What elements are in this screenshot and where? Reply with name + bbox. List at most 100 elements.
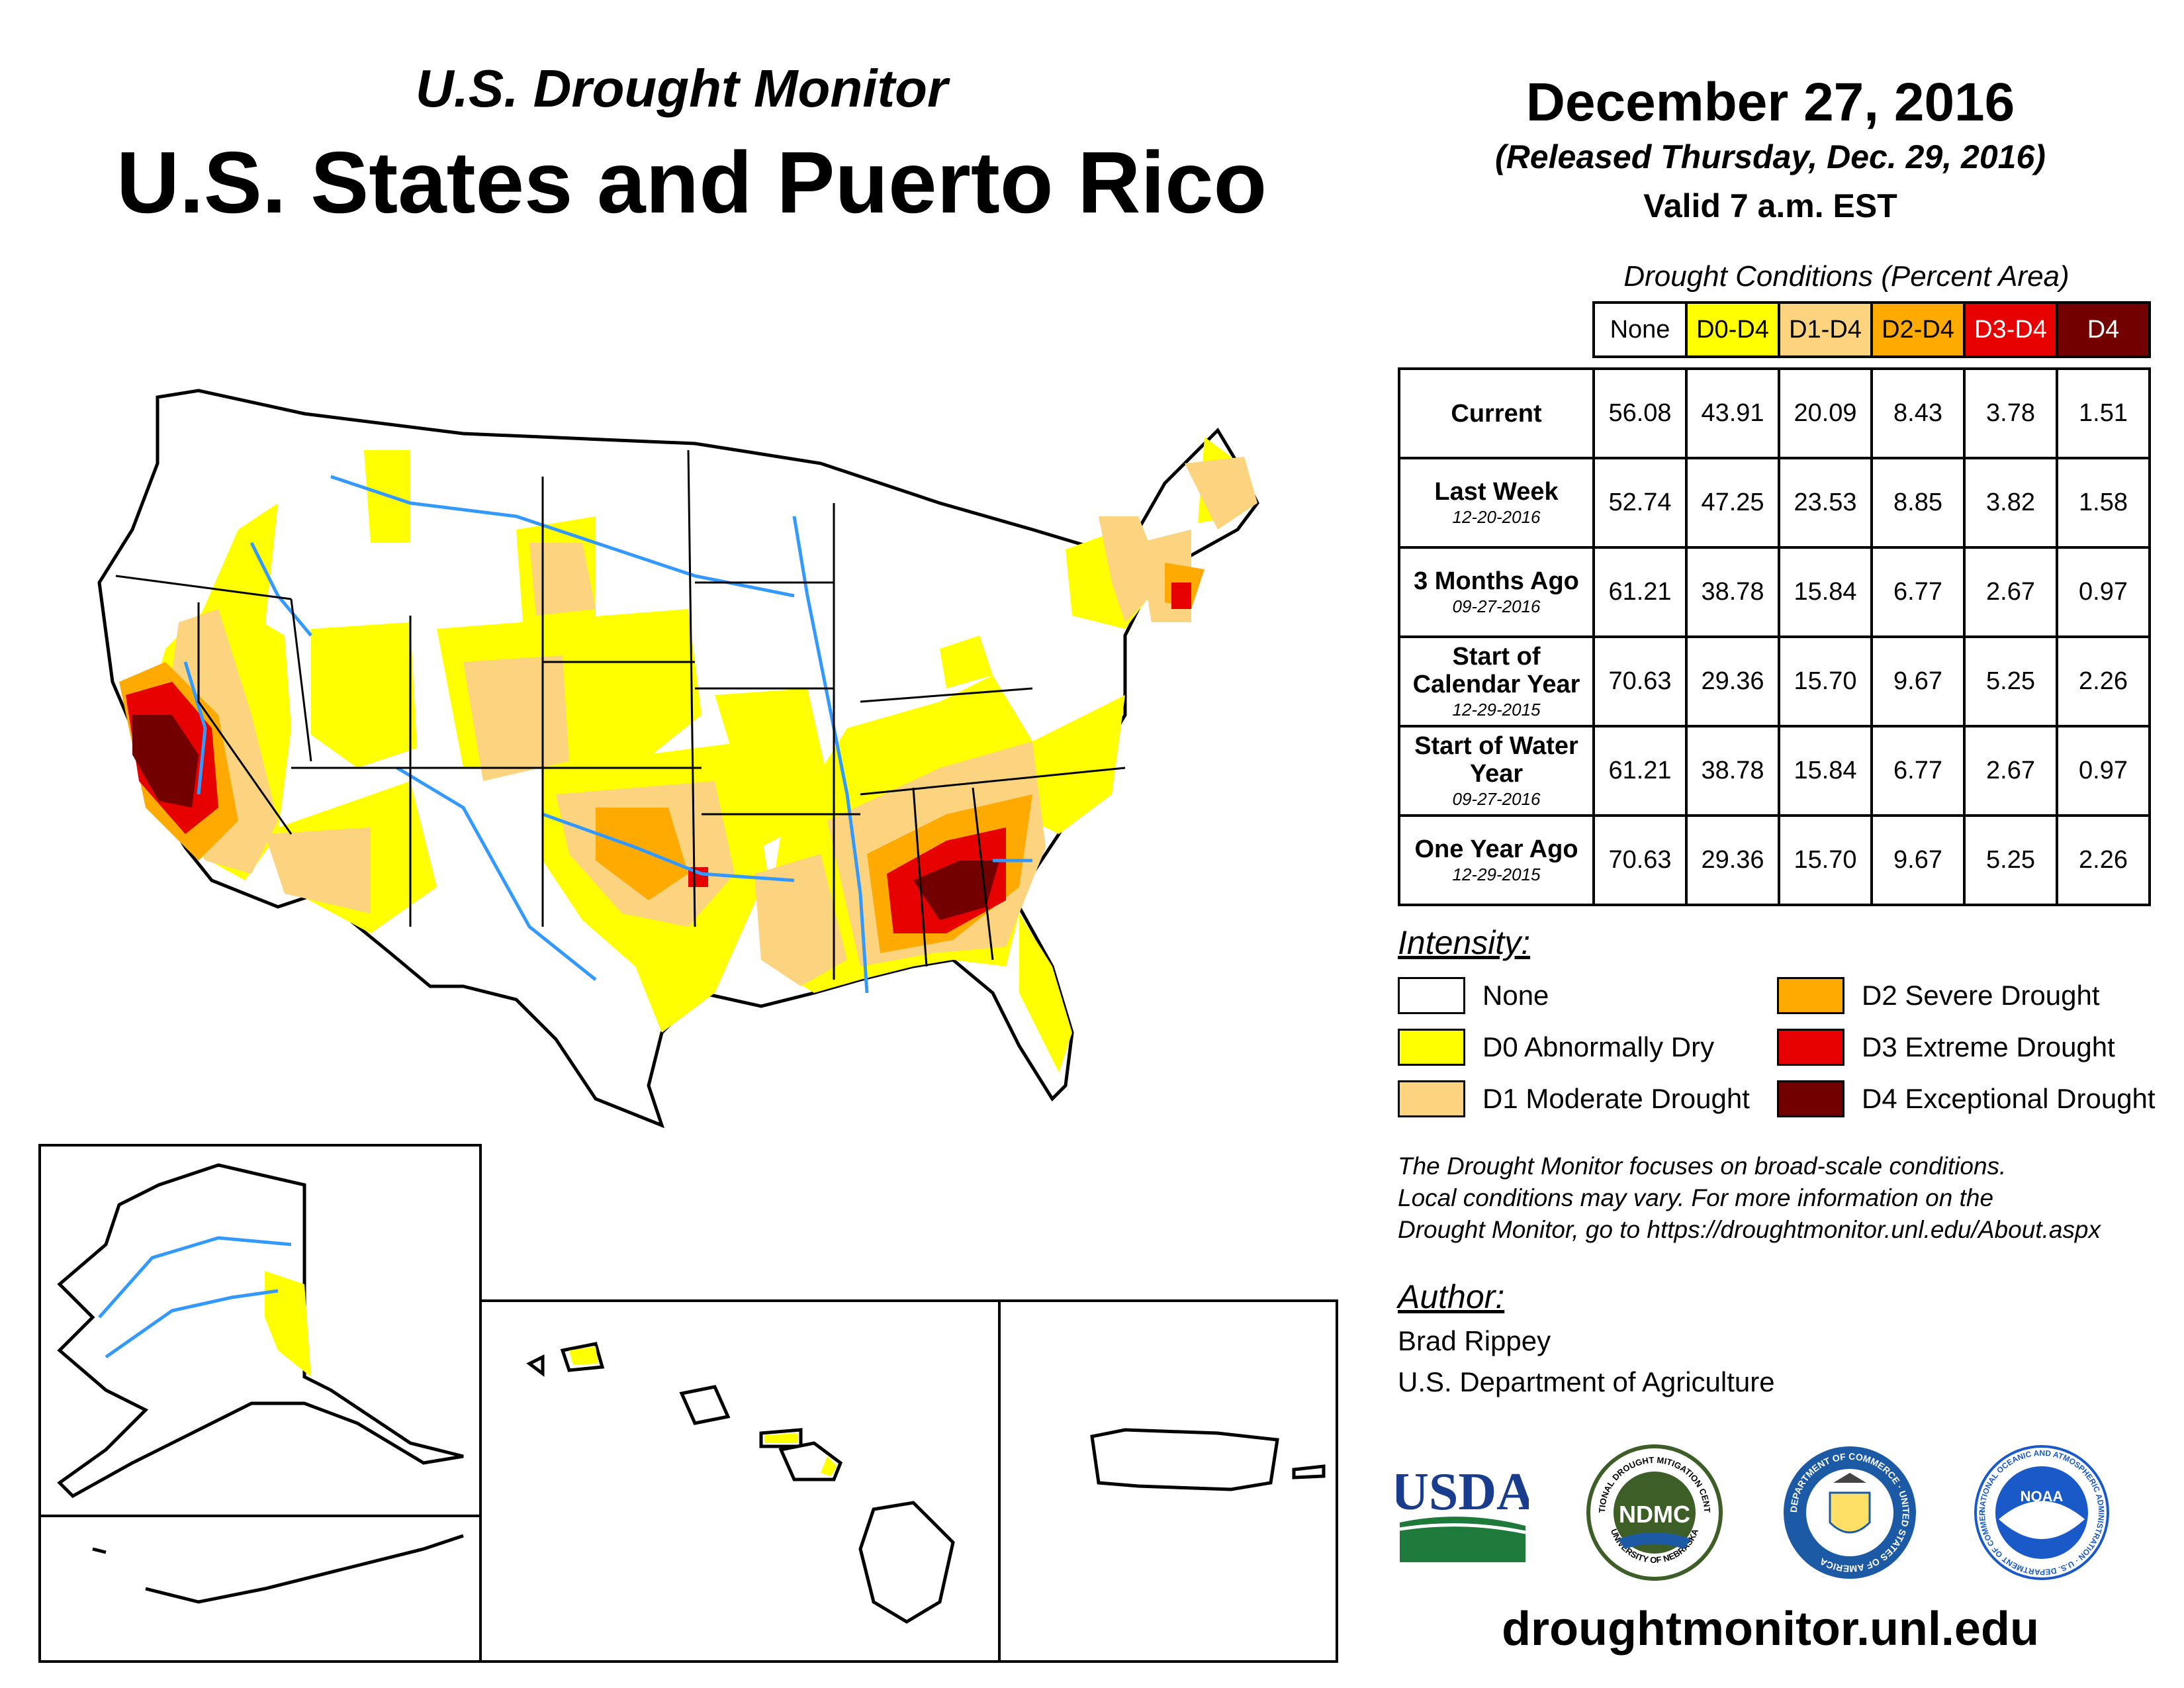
legend-item-d3: D3 Extreme Drought (1777, 1028, 2115, 1066)
alaska-d0-area (265, 1271, 311, 1377)
table-cell: 9.67 (1870, 635, 1966, 727)
row-label: Start of Calendar Year 12-29-2015 (1398, 635, 1595, 727)
noaa-logo: NATIONAL OCEANIC AND ATMOSPHERIC ADMINIS… (1972, 1443, 2109, 1580)
table-header-row: None D0-D4 D1-D4 D2-D4 D3-D4 D4 (1399, 301, 2151, 358)
legend-label: D2 Severe Drought (1862, 980, 2100, 1011)
col-header-d2-d4: D2-D4 (1870, 301, 1966, 358)
legend-label: D3 Extreme Drought (1862, 1031, 2115, 1062)
commerce-logo: DEPARTMENT OF COMMERCE · UNITED STATES O… (1784, 1446, 1916, 1579)
d4-areas (132, 715, 999, 920)
website-url[interactable]: droughtmonitor.unl.edu (1502, 1603, 2039, 1656)
legend-swatch-d3 (1777, 1029, 1844, 1066)
hawaii-d0-areas (569, 1346, 837, 1476)
row-date: 12-20-2016 (1452, 506, 1541, 527)
table-cell: 29.36 (1685, 814, 1780, 906)
disclaimer-note: The Drought Monitor focuses on broad-sca… (1398, 1150, 2146, 1246)
table-row: Start of Calendar Year 12-29-2015 70.63 29.… (1398, 635, 2151, 727)
table-cell: 5.25 (1963, 635, 2058, 727)
vieques-outline (1292, 1464, 1326, 1479)
table-title: Drought Conditions (Percent Area) (1623, 260, 2070, 293)
table-cell: 15.84 (1778, 546, 1873, 638)
row-label-text: Current (1451, 399, 1542, 428)
valid-time: Valid 7 a.m. EST (1643, 187, 1897, 224)
legend-swatch-none (1398, 977, 1465, 1014)
map-title: U.S. States and Puerto Rico (116, 134, 1267, 231)
note-line: Drought Monitor, go to https://droughtmo… (1398, 1216, 2101, 1243)
col-header-d3-d4: D3-D4 (1963, 301, 2058, 358)
row-date: 09-27-2016 (1452, 788, 1541, 809)
table-cell: 1.51 (2056, 367, 2151, 459)
row-date: 09-27-2016 (1452, 596, 1541, 616)
table-cell: 2.26 (2056, 814, 2151, 906)
table-cell: 38.78 (1685, 725, 1780, 817)
table-cell: 8.85 (1870, 457, 1966, 549)
table-cell: 2.67 (1963, 725, 2058, 817)
legend-swatch-d0 (1398, 1029, 1465, 1066)
table-body: Current 56.08 43.91 20.09 8.43 3.78 1.51 Last W… (1398, 367, 2151, 906)
table-cell: 6.77 (1870, 725, 1966, 817)
legend-item-d2: D2 Severe Drought (1777, 976, 2100, 1015)
legend-label: D0 Abnormally Dry (1482, 1031, 1715, 1062)
table-row: One Year Ago 12-29-2015 70.63 29.36 15.70 9.6… (1398, 814, 2151, 906)
table-cell: 3.82 (1963, 457, 2058, 549)
table-cell: 2.67 (1963, 546, 2058, 638)
legend-swatch-d2 (1777, 977, 1844, 1014)
row-label: 3 Months Ago 09-27-2016 (1398, 546, 1595, 638)
table-cell: 47.25 (1685, 457, 1780, 549)
ndmc-logo: NATIONAL DROUGHT MITIGATION CENTER UNIVE… (1585, 1443, 1723, 1581)
drought-stats-table: None D0-D4 D1-D4 D2-D4 D3-D4 D4 Current 5… (1398, 301, 2151, 906)
table-cell: 5.25 (1963, 814, 2058, 906)
row-label-text: One Year Ago (1414, 835, 1578, 863)
legend-label: D4 Exceptional Drought (1862, 1083, 2156, 1114)
table-cell: 61.21 (1592, 725, 1688, 817)
aleutian-islands (92, 1534, 464, 1604)
table-cell: 2.26 (2056, 635, 2151, 727)
table-row: Last Week 12-20-2016 52.74 47.25 23.53 8.85 3.… (1398, 457, 2151, 549)
table-cell: 0.97 (2056, 725, 2151, 817)
row-date: 12-29-2015 (1452, 864, 1541, 884)
usda-logo-text: USDA (1396, 1463, 1529, 1521)
legend-item-none: None (1398, 976, 1549, 1015)
table-cell: 52.74 (1592, 457, 1688, 549)
legend-swatch-d4 (1777, 1080, 1844, 1117)
usda-logo: USDA (1396, 1463, 1529, 1562)
table-cell: 43.91 (1685, 367, 1780, 459)
row-label-text: Start of Calendar Year (1412, 642, 1580, 698)
release-date: (Released Thursday, Dec. 29, 2016) (1495, 138, 2046, 175)
map-date: December 27, 2016 (1525, 72, 2015, 132)
puerto-rico-outline (1090, 1428, 1279, 1491)
author-name: Brad Rippey (1398, 1325, 1551, 1356)
legend-swatch-d1 (1398, 1080, 1465, 1117)
table-cell: 8.43 (1870, 367, 1966, 459)
ndmc-logo-text: NDMC (1619, 1501, 1690, 1528)
col-header-d0-d4: D0-D4 (1685, 301, 1780, 358)
row-label: One Year Ago 12-29-2015 (1398, 814, 1595, 906)
table-cell: 38.78 (1685, 546, 1780, 638)
table-cell: 70.63 (1592, 635, 1688, 727)
table-corner (1399, 303, 1594, 357)
table-cell: 61.21 (1592, 546, 1688, 638)
table-cell: 56.08 (1592, 367, 1688, 459)
alaska-outline (57, 1163, 464, 1499)
drought-map (38, 389, 1338, 1663)
table-cell: 29.36 (1685, 635, 1780, 727)
row-label-text: Last Week (1434, 477, 1559, 506)
row-label: Current (1398, 367, 1595, 459)
row-label-text: Start of Water Year (1414, 731, 1578, 788)
legend-label: D1 Moderate Drought (1482, 1083, 1750, 1114)
row-label-text: 3 Months Ago (1414, 567, 1579, 595)
table-row: Current 56.08 43.91 20.09 8.43 3.78 1.51 (1398, 367, 2151, 459)
row-label: Start of Water Year 09-27-2016 (1398, 725, 1595, 817)
table-cell: 23.53 (1778, 457, 1873, 549)
note-line: The Drought Monitor focuses on broad-sca… (1398, 1152, 2007, 1180)
legend-item-d1: D1 Moderate Drought (1398, 1080, 1750, 1118)
legend-heading: Intensity: (1398, 924, 1531, 961)
row-date: 12-29-2015 (1452, 699, 1541, 720)
table-cell: 70.63 (1592, 814, 1688, 906)
table-cell: 6.77 (1870, 546, 1966, 638)
map-subtitle: U.S. Drought Monitor (415, 59, 948, 118)
legend-item-d0: D0 Abnormally Dry (1398, 1028, 1714, 1066)
legend-label: None (1482, 980, 1549, 1011)
table-cell: 1.58 (2056, 457, 2151, 549)
col-header-d1-d4: D1-D4 (1778, 301, 1873, 358)
